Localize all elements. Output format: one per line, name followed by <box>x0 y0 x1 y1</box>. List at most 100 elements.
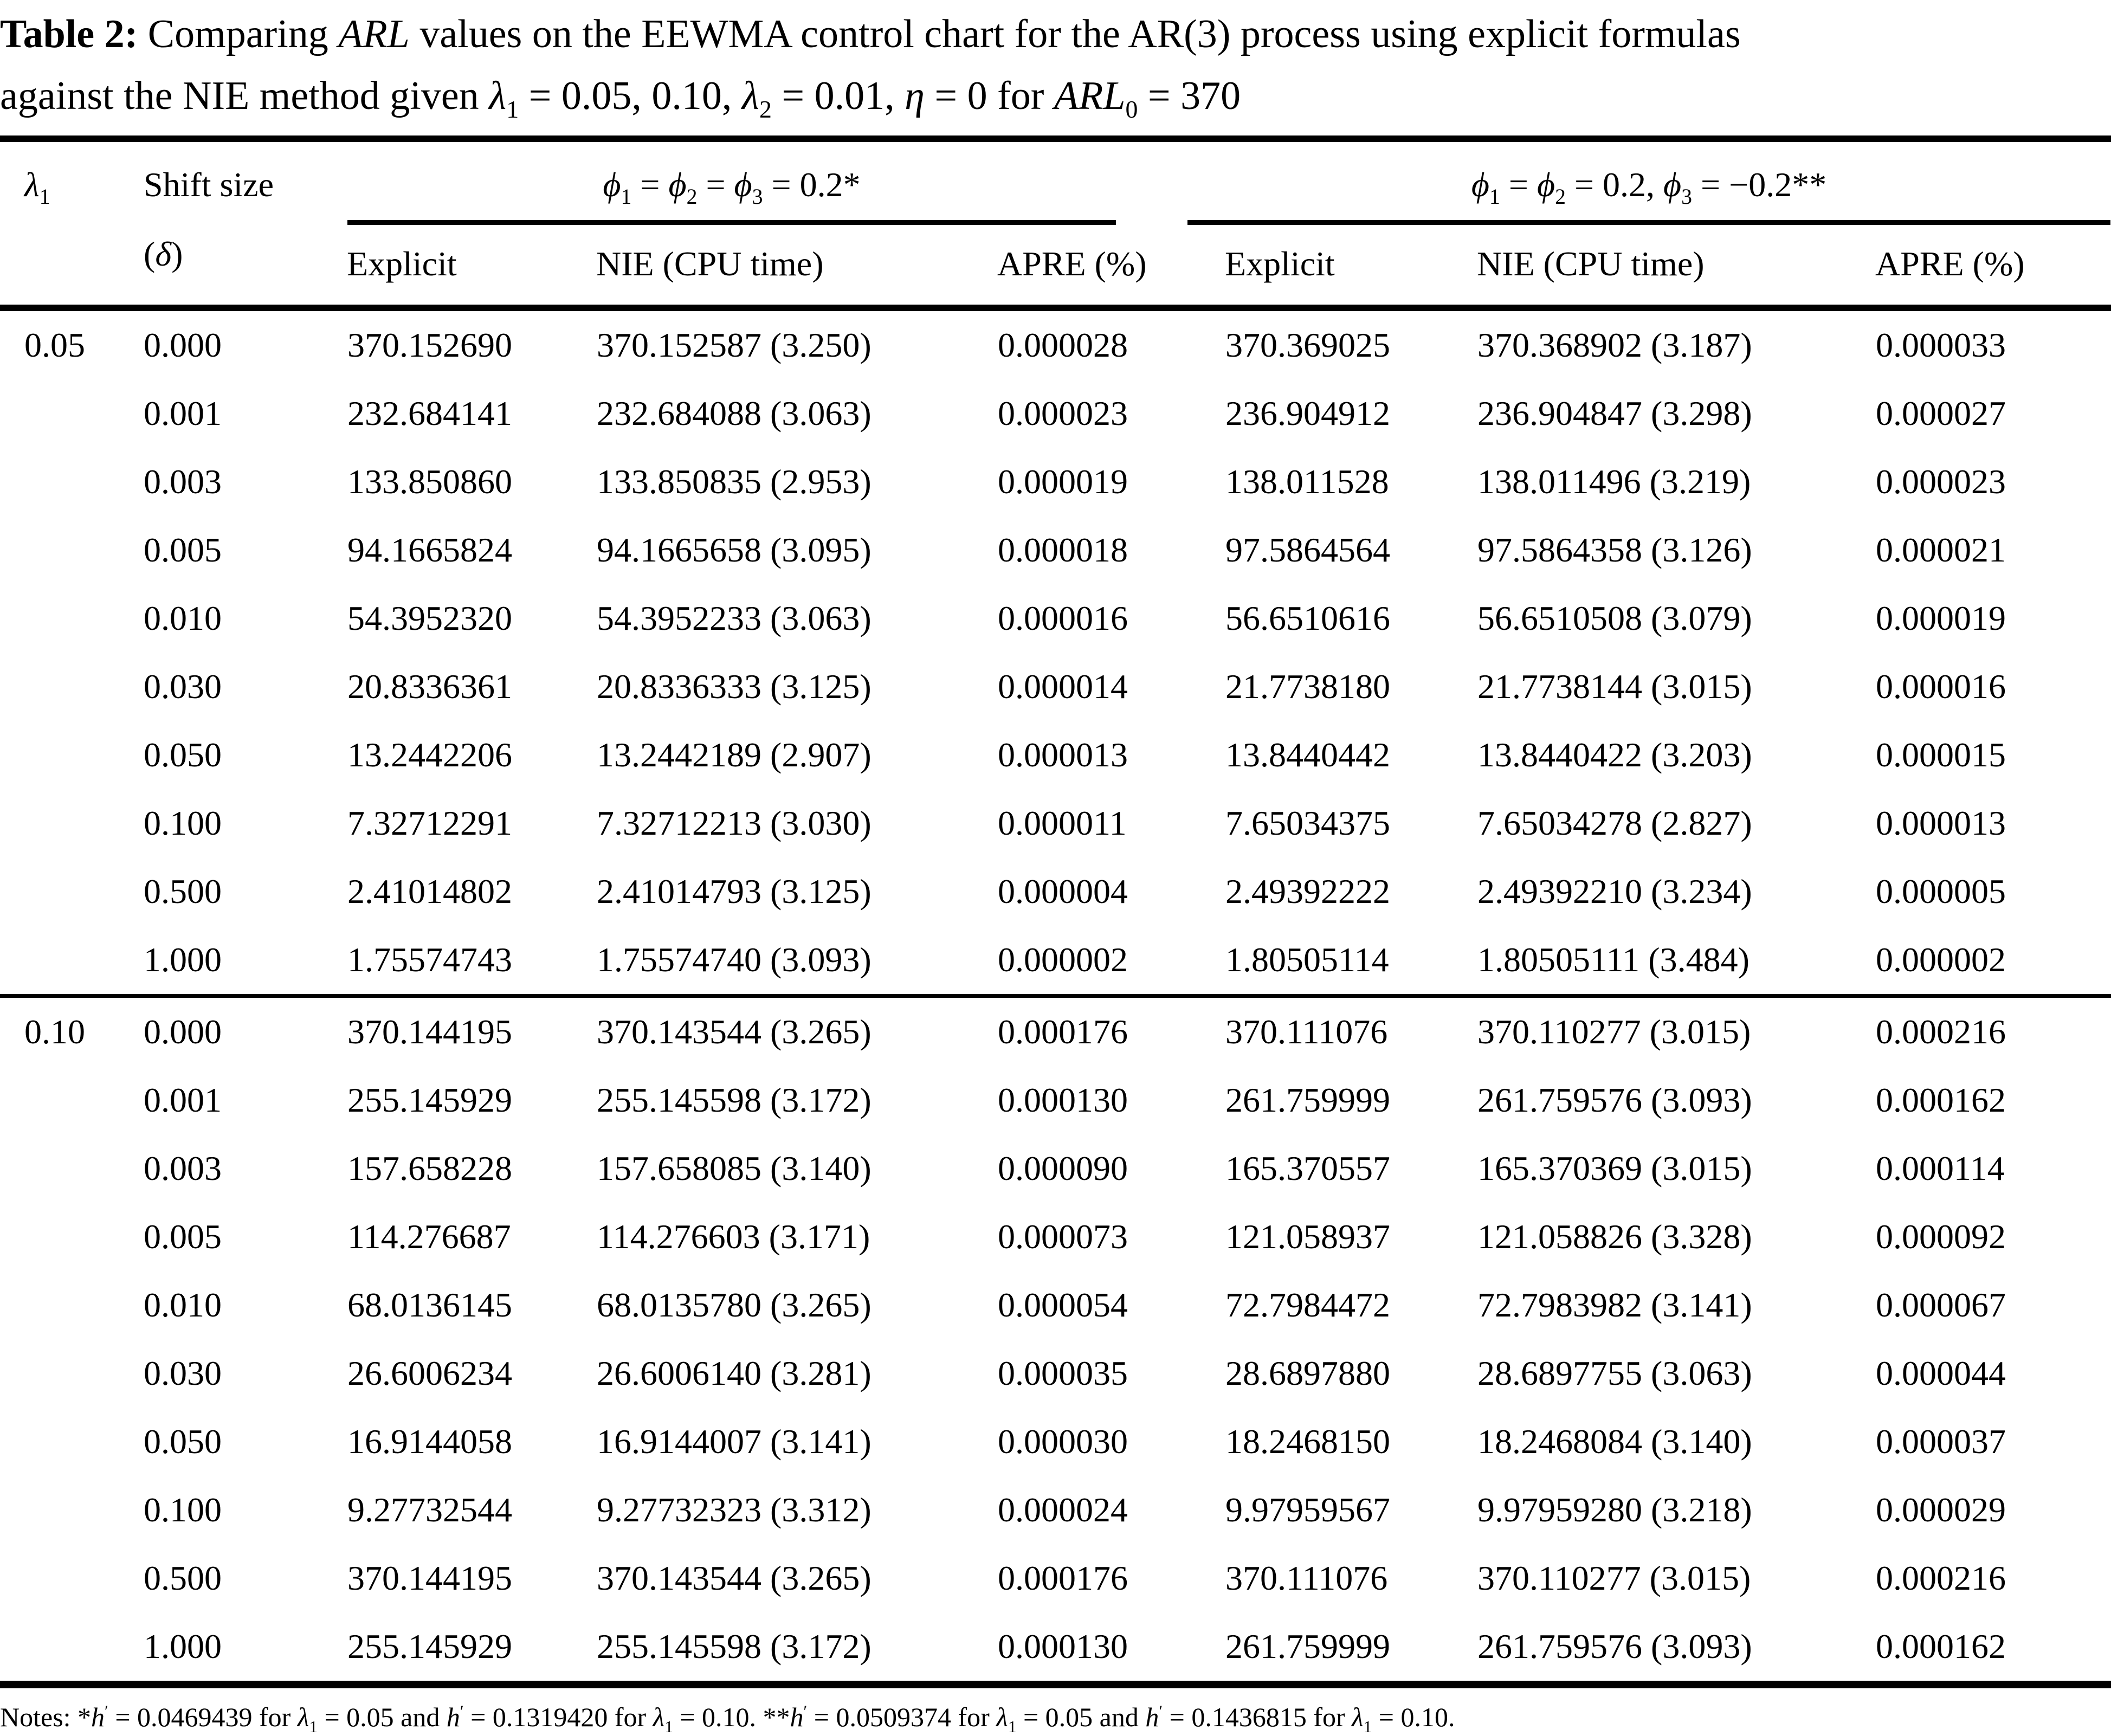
value-cell: 0.000013 <box>1876 804 2006 842</box>
value-cell: 255.145929 <box>347 1081 512 1119</box>
value-cell: 236.904847 (3.298) <box>1477 394 1752 433</box>
value-cell: 0.000023 <box>998 394 1128 433</box>
header-group2-label: ϕ1 = ϕ2 = 0.2, ϕ3 = −0.2** <box>1187 165 2111 225</box>
value-cell: 0.000016 <box>1876 667 2006 706</box>
value-cell: 370.110277 (3.015) <box>1477 994 1876 1066</box>
header-group-phi-equal: ϕ1 = ϕ2 = ϕ3 = 0.2* <box>347 139 1225 225</box>
shift-size-cell: 0.005 <box>144 1217 222 1256</box>
table-row: 0.003 133.850860 133.850835 (2.953) 0.00001… <box>0 448 2111 516</box>
header-shift-line1: Shift size <box>144 165 274 204</box>
value-cell: 370.368902 (3.187) <box>1477 326 1752 364</box>
subheader-explicit-2: Explicit <box>1225 244 1335 283</box>
table-footnote: Notes: *h′ = 0.0469439 for λ1 = 0.05 and… <box>0 1701 1455 1736</box>
value-cell: 2.49392222 <box>1225 872 1391 911</box>
value-cell: 121.058937 <box>1225 1217 1391 1256</box>
value-cell: 370.143544 (3.265) <box>597 1559 871 1597</box>
value-cell: 255.145598 (3.172) <box>597 1081 871 1119</box>
value-cell: 26.6006234 <box>347 1354 512 1392</box>
shift-size-cell: 0.003 <box>144 1149 222 1188</box>
lambda1-cell <box>0 857 114 926</box>
shift-size-cell: 0.001 <box>144 394 222 433</box>
table-row: 0.010 54.3952320 54.3952233 (3.063) 0.00001… <box>0 584 2111 653</box>
table-row: 0.100 9.27732544 9.27732323 (3.312) 0.00002… <box>0 1476 2111 1544</box>
value-cell: 232.684141 <box>347 394 512 433</box>
value-cell: 0.000011 <box>998 804 1127 842</box>
table-row: 0.050 13.2442206 13.2442189 (2.907) 0.00001… <box>0 721 2111 789</box>
value-cell: 68.0136145 <box>347 1286 512 1324</box>
lambda1-cell <box>0 653 114 721</box>
value-cell: 9.27732323 (3.312) <box>597 1490 871 1529</box>
value-cell: 9.97959280 (3.218) <box>1477 1490 1752 1529</box>
table-row: 0.010 68.0136145 68.0135780 (3.265) 0.00005… <box>0 1271 2111 1339</box>
value-cell: 370.111076 <box>1225 1559 1388 1597</box>
lambda1-cell <box>0 379 114 448</box>
value-cell: 0.000028 <box>998 326 1128 364</box>
value-cell: 114.276603 (3.171) <box>597 1217 870 1256</box>
value-cell: 0.000015 <box>1876 735 2006 774</box>
lambda1-cell <box>0 1271 114 1339</box>
value-cell: 1.75574740 (3.093) <box>597 940 871 979</box>
value-cell: 56.6510616 <box>1225 599 1391 637</box>
value-cell: 9.97959567 <box>1225 1490 1391 1529</box>
shift-size-cell: 0.000 <box>144 326 222 364</box>
value-cell: 28.6897755 (3.063) <box>1477 1354 1752 1392</box>
table-body: 0.05 0.000 370.152690 370.152587 (3.250) 0.0… <box>0 308 2111 1685</box>
lambda1-cell <box>0 789 114 857</box>
value-cell: 370.152690 <box>347 326 512 364</box>
lambda1-cell <box>0 1612 114 1685</box>
value-cell: 21.7738180 <box>1225 667 1391 706</box>
value-cell: 370.143544 (3.265) <box>596 994 997 1066</box>
table-row: 0.001 232.684141 232.684088 (3.063) 0.00002… <box>0 379 2111 448</box>
value-cell: 97.5864358 (3.126) <box>1477 531 1752 569</box>
lambda1-cell <box>0 926 114 996</box>
value-cell: 7.32712291 <box>347 804 512 842</box>
value-cell: 236.904912 <box>1225 394 1391 433</box>
value-cell: 165.370369 (3.015) <box>1477 1149 1752 1188</box>
value-cell: 0.000018 <box>998 531 1128 569</box>
table-row: 0.500 370.144195 370.143544 (3.265) 0.00017… <box>0 1544 2111 1612</box>
value-cell: 94.1665824 <box>347 531 512 569</box>
value-cell: 370.111076 <box>1225 994 1477 1066</box>
shift-size-cell: 0.050 <box>144 1422 222 1461</box>
value-cell: 0.000023 <box>1876 462 2006 501</box>
value-cell: 13.2442189 (2.907) <box>597 735 871 774</box>
subheader-explicit-1: Explicit <box>347 244 457 283</box>
value-cell: 7.32712213 (3.030) <box>597 804 871 842</box>
value-cell: 1.80505114 <box>1225 940 1389 979</box>
value-cell: 2.49392210 (3.234) <box>1477 872 1752 911</box>
value-cell: 0.000216 <box>1876 1559 2006 1597</box>
value-cell: 0.000013 <box>998 735 1128 774</box>
value-cell: 261.759999 <box>1225 1627 1391 1666</box>
value-cell: 0.000005 <box>1876 872 2006 911</box>
value-cell: 138.011528 <box>1225 462 1389 501</box>
shift-size-cell: 0.030 <box>144 1354 222 1392</box>
table-row: 0.030 26.6006234 26.6006140 (3.281) 0.00003… <box>0 1339 2111 1408</box>
value-cell: 255.145598 (3.172) <box>597 1627 871 1666</box>
shift-size-cell: 0.001 <box>144 1081 222 1119</box>
subheader-apre-1: APRE (%) <box>997 244 1147 283</box>
value-cell: 68.0135780 (3.265) <box>597 1286 871 1324</box>
lambda1-cell <box>0 584 114 653</box>
value-cell: 133.850835 (2.953) <box>597 462 871 501</box>
value-cell: 7.65034375 <box>1225 804 1391 842</box>
value-cell: 370.110277 (3.015) <box>1477 1559 1751 1597</box>
table-row: 0.003 157.658228 157.658085 (3.140) 0.00009… <box>0 1134 2111 1203</box>
lambda1-cell: 0.05 <box>24 326 85 364</box>
table-row: 0.005 114.276687 114.276603 (3.171) 0.00007… <box>0 1203 2111 1271</box>
header-group-phi-mixed: ϕ1 = ϕ2 = 0.2, ϕ3 = −0.2** <box>1187 139 2111 225</box>
value-cell: 56.6510508 (3.079) <box>1477 599 1752 637</box>
lambda1-cell <box>0 1066 114 1134</box>
lambda1-cell <box>0 1134 114 1203</box>
value-cell: 0.000014 <box>998 667 1128 706</box>
header-lambda1: λ1 <box>24 165 50 209</box>
value-cell: 232.684088 (3.063) <box>597 394 871 433</box>
table-row: 0.005 94.1665824 94.1665658 (3.095) 0.00001… <box>0 516 2111 584</box>
table-row: 0.030 20.8336361 20.8336333 (3.125) 0.00001… <box>0 653 2111 721</box>
value-cell: 16.9144007 (3.141) <box>597 1422 871 1461</box>
value-cell: 0.000004 <box>998 872 1128 911</box>
value-cell: 138.011496 (3.219) <box>1477 462 1751 501</box>
shift-size-cell: 0.500 <box>144 872 222 911</box>
subheader-nie-2: NIE (CPU time) <box>1477 244 1705 283</box>
value-cell: 72.7983982 (3.141) <box>1477 1286 1752 1324</box>
shift-size-cell: 0.100 <box>144 804 222 842</box>
